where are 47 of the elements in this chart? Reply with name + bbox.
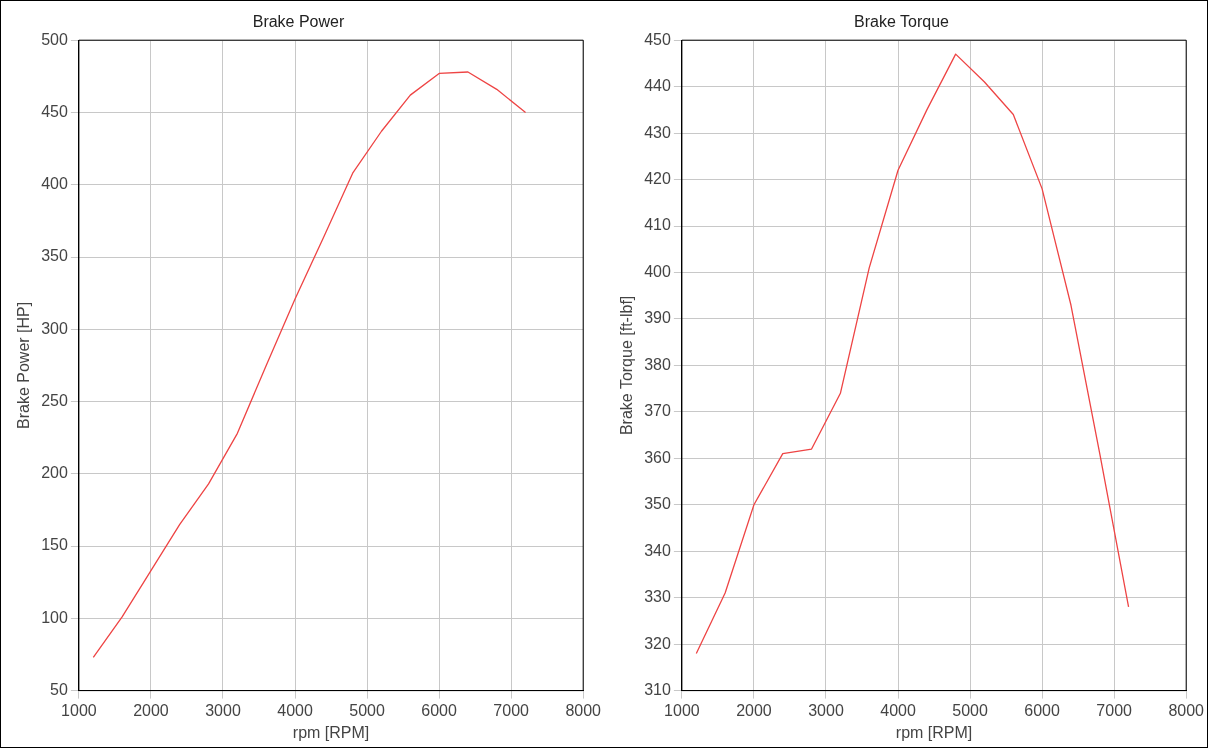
chart-title: Brake Power xyxy=(252,13,345,31)
x-tick-label: 5000 xyxy=(349,701,385,719)
y-tick-label: 380 xyxy=(644,355,671,373)
chart-title: Brake Torque xyxy=(854,13,950,31)
y-tick-label: 340 xyxy=(644,541,671,559)
y-tick-label: 450 xyxy=(644,30,671,48)
x-tick-label: 1000 xyxy=(664,701,700,719)
x-tick-label: 6000 xyxy=(1024,701,1061,719)
x-tick-label: 6000 xyxy=(421,701,458,719)
y-axis-title: Brake Torque [ft-lbf] xyxy=(618,295,636,436)
y-tick-label: 440 xyxy=(644,77,671,95)
y-tick-label: 310 xyxy=(644,681,671,699)
y-tick-label: 320 xyxy=(644,634,671,652)
y-tick-label: 400 xyxy=(644,262,671,280)
x-tick-label: 7000 xyxy=(493,701,530,719)
x-tick-label: 3000 xyxy=(808,701,844,719)
x-tick-label: 1000 xyxy=(61,701,97,719)
x-axis-title: rpm [RPM] xyxy=(292,723,370,741)
y-tick-label: 330 xyxy=(644,588,671,606)
x-axis-title: rpm [RPM] xyxy=(895,723,973,741)
y-tick-label: 100 xyxy=(41,608,68,626)
y-tick-label: 450 xyxy=(41,102,68,120)
x-tick-label: 2000 xyxy=(736,701,772,719)
x-tick-label: 8000 xyxy=(1168,701,1205,719)
y-tick-label: 430 xyxy=(644,123,671,141)
y-tick-label: 50 xyxy=(50,681,68,699)
x-tick-label: 4000 xyxy=(880,701,916,719)
y-tick-label: 200 xyxy=(41,464,68,482)
y-tick-label: 150 xyxy=(41,536,68,554)
y-tick-label: 360 xyxy=(644,448,671,466)
y-tick-label: 420 xyxy=(644,169,671,187)
y-tick-label: 350 xyxy=(41,247,68,265)
y-tick-label: 350 xyxy=(644,495,671,513)
y-axis-title: Brake Power [HP] xyxy=(15,301,33,429)
y-tick-label: 300 xyxy=(41,319,68,337)
x-tick-label: 7000 xyxy=(1096,701,1133,719)
y-tick-label: 370 xyxy=(644,402,671,420)
x-tick-label: 8000 xyxy=(565,701,602,719)
x-tick-label: 3000 xyxy=(205,701,241,719)
x-tick-label: 2000 xyxy=(133,701,169,719)
y-tick-label: 410 xyxy=(644,216,671,234)
x-tick-label: 5000 xyxy=(952,701,988,719)
y-tick-label: 390 xyxy=(644,309,671,327)
y-tick-label: 250 xyxy=(41,391,68,409)
x-tick-label: 4000 xyxy=(277,701,313,719)
y-tick-label: 400 xyxy=(41,175,68,193)
y-tick-label: 500 xyxy=(41,30,68,48)
